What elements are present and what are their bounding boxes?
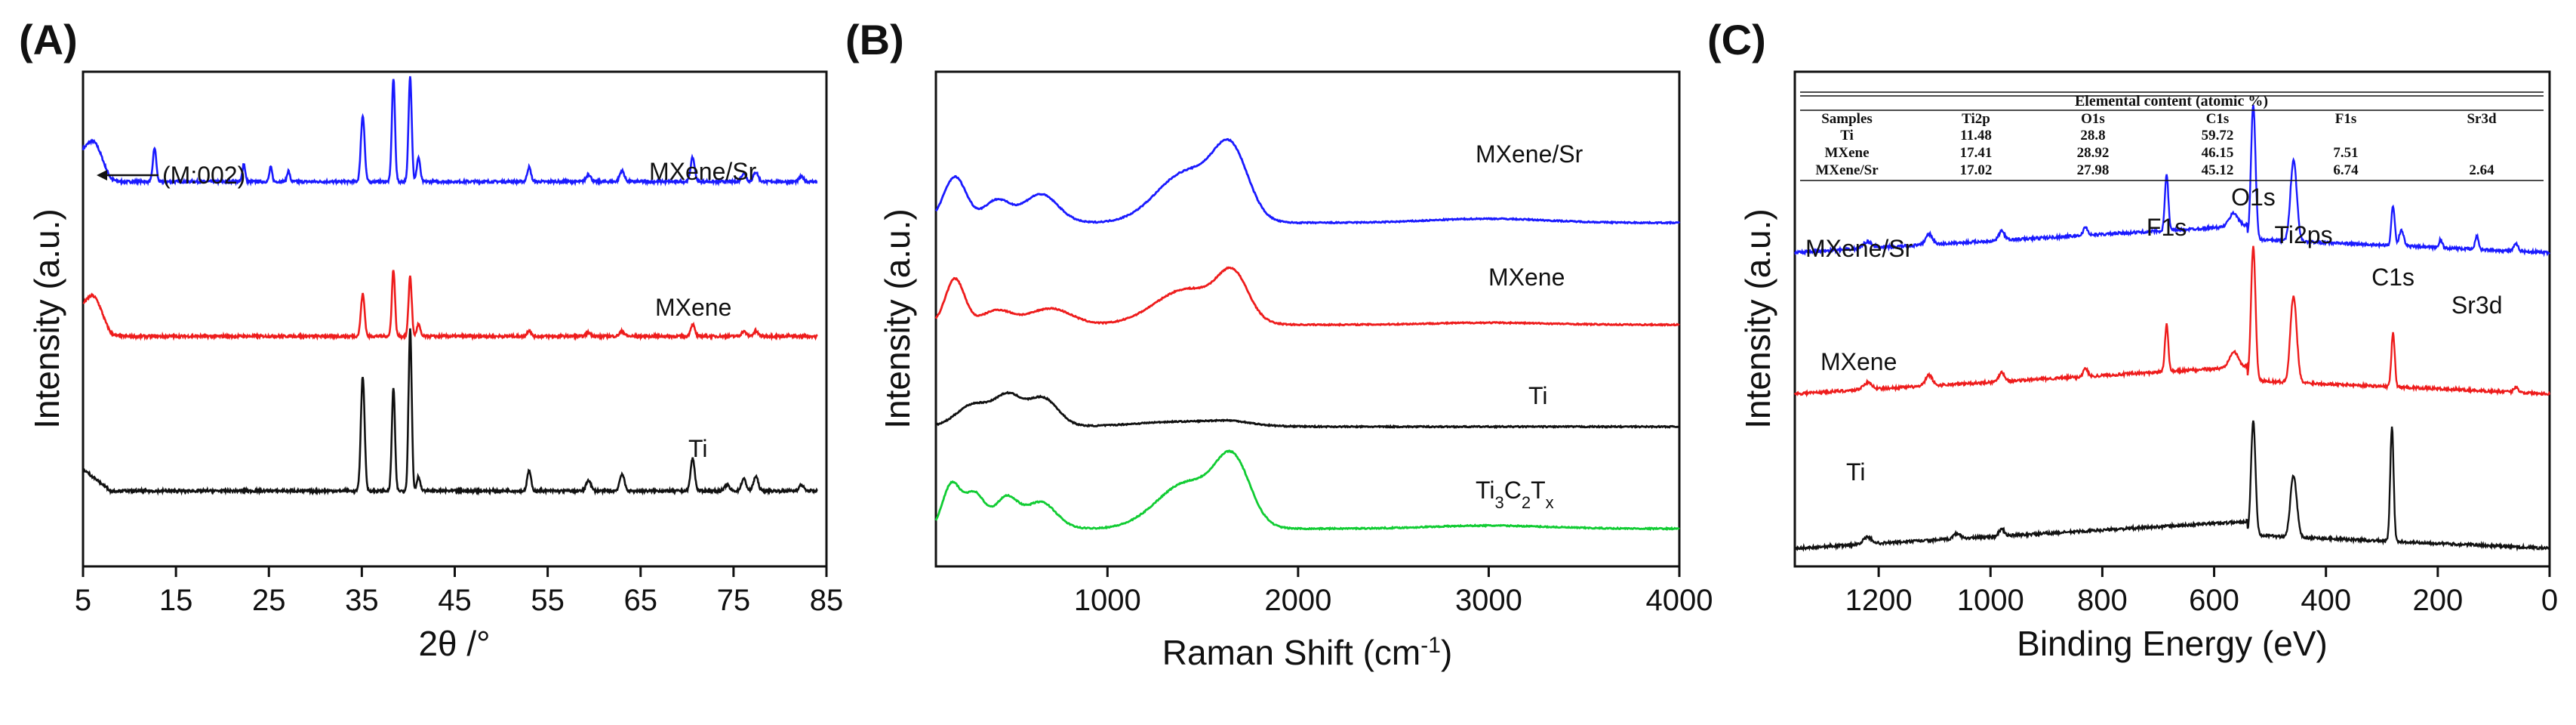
panel-a-line-mxene xyxy=(82,270,818,341)
panel-a-x-axis: 5 15 25 35 45 55 65 75 85 xyxy=(75,566,843,617)
panel-c-tick-label: 0 xyxy=(2541,584,2558,617)
panel-a-xlabel: 2θ /° xyxy=(418,624,490,663)
panel-c-line-mxene-sr xyxy=(1793,104,2550,258)
peak-label-ti2ps: Ti2ps xyxy=(2275,221,2333,248)
panel-b-line-mxene xyxy=(934,266,1680,327)
panel-b-legend-mxene: MXene xyxy=(1488,264,1565,291)
panel-a-legend-mxene-sr: MXene/Sr xyxy=(649,158,757,185)
panel-c-legend-mxene: MXene xyxy=(1820,348,1897,375)
table-header-f1s: F1s xyxy=(2335,111,2357,127)
panel-b-ylabel: Intensity (a.u.) xyxy=(878,208,917,428)
table-title: Elemental content (atomic %) xyxy=(2075,93,2268,110)
panel-b-tick-label: 4000 xyxy=(1646,584,1713,617)
panel-c-frame xyxy=(1793,70,2551,568)
panel-b-line-ti xyxy=(935,390,1680,430)
panel-b-label: (B) xyxy=(845,16,904,63)
table-cell: 45.12 xyxy=(2202,162,2234,178)
elemental-content-table: Elemental content (atomic %) Samples Ti2p… xyxy=(1800,91,2544,181)
table-header-c1s: C1s xyxy=(2206,111,2230,127)
panel-a-tick-label: 15 xyxy=(159,584,193,617)
table-header-ti2p: Ti2p xyxy=(1962,111,1990,127)
m002-annotation: (M:002) xyxy=(162,162,245,189)
panel-a-label: (A) xyxy=(19,16,78,63)
panel-a-tick-label: 35 xyxy=(345,584,379,617)
panel-b-series xyxy=(934,137,1681,532)
table-cell: 11.48 xyxy=(1960,128,1992,143)
table-cell: MXene/Sr xyxy=(1815,162,1879,178)
table-cell: 7.51 xyxy=(2333,145,2358,161)
panel-a-legend-ti: Ti xyxy=(688,435,707,462)
panel-c-legend-mxene-sr: MXene/Sr xyxy=(1805,235,1913,262)
panel-a-tick-label: 25 xyxy=(252,584,286,617)
panel-a-tick-label: 65 xyxy=(624,584,658,617)
panel-b-tick-label: 1000 xyxy=(1074,584,1141,617)
panel-a-tick-label: 55 xyxy=(531,584,565,617)
panel-a-ylabel: Intensity (a.u.) xyxy=(27,208,66,428)
panel-c-tick-label: 1000 xyxy=(1957,584,2024,617)
table-cell: 17.41 xyxy=(1960,145,1993,161)
table-cell: 2.64 xyxy=(2469,162,2494,178)
panel-c-line-ti xyxy=(1793,420,2551,552)
panel-c-series xyxy=(1793,104,2551,552)
panel-b-xlabel: Raman Shift (cm-1) xyxy=(1162,633,1453,673)
table-header-samples: Samples xyxy=(1821,111,1873,127)
panel-b-x-axis: 1000 2000 3000 4000 xyxy=(1074,566,1713,617)
panel-c-xlabel: Binding Energy (eV) xyxy=(2017,624,2328,663)
panel-b-legend-ti: Ti xyxy=(1528,382,1547,409)
panel-a-line-mxene-sr xyxy=(82,76,818,187)
table-header-sr3d: Sr3d xyxy=(2467,111,2497,127)
panel-c-label: (C) xyxy=(1707,16,1766,63)
panel-c-peak-labels: F1s O1s Ti2ps C1s Sr3d xyxy=(2147,184,2503,319)
panel-b-legend-ti3c2tx: Ti3C2Tx xyxy=(1476,477,1554,512)
table-cell: Ti xyxy=(1840,128,1854,143)
table-cell: 46.15 xyxy=(2202,145,2234,161)
table-cell: 28.92 xyxy=(2077,145,2110,161)
table-cell: 27.98 xyxy=(2077,162,2110,178)
panel-b-tick-label: 3000 xyxy=(1455,584,1522,617)
peak-label-sr3d: Sr3d xyxy=(2451,292,2503,319)
panel-c-tick-label: 800 xyxy=(2077,584,2128,617)
peak-label-f1s: F1s xyxy=(2147,214,2187,241)
panel-a-legend-mxene: MXene xyxy=(655,294,731,321)
panel-c-tick-label: 1200 xyxy=(1845,584,1913,617)
panel-a-xrd: (A) 5 15 25 35 45 55 65 75 85 2θ /° Intensity (a… xyxy=(19,16,843,663)
table-cell: 59.72 xyxy=(2202,128,2234,143)
m002-arrow-head-icon xyxy=(97,170,107,180)
peak-label-o1s: O1s xyxy=(2231,184,2276,211)
panel-a-tick-label: 75 xyxy=(717,584,751,617)
panel-c-ylabel: Intensity (a.u.) xyxy=(1738,208,1777,428)
panel-a-tick-label: 5 xyxy=(75,584,91,617)
table-cells: Samples Ti2p O1s C1s F1s Sr3d Ti 11.48 28.8 59.72… xyxy=(1815,111,2497,178)
panel-c-tick-label: 400 xyxy=(2301,584,2351,617)
panel-b-raman: (B) 1000 2000 3000 4000 Raman Shift (cm-1) … xyxy=(845,16,1713,672)
panel-b-tick-label: 2000 xyxy=(1264,584,1331,617)
panel-a-series xyxy=(82,76,818,496)
panel-c-line-mxene xyxy=(1793,245,2551,398)
panel-b-legend-mxene-sr: MXene/Sr xyxy=(1476,140,1583,168)
panel-c-xps: (C) 1200 1000 800 600 400 200 0 Binding Energy… xyxy=(1707,16,2558,663)
table-cell: 28.8 xyxy=(2080,128,2105,143)
panel-c-tick-label: 600 xyxy=(2189,584,2239,617)
panel-b-frame xyxy=(934,70,1681,568)
table-cell: MXene xyxy=(1824,145,1869,161)
panel-b-line-mxene-sr xyxy=(934,137,1681,226)
panel-c-legend-ti: Ti xyxy=(1846,458,1865,486)
panel-c-x-axis: 1200 1000 800 600 400 200 0 xyxy=(1845,566,2558,617)
panel-c-tick-label: 200 xyxy=(2412,584,2463,617)
panel-a-tick-label: 85 xyxy=(810,584,844,617)
table-cell: 17.02 xyxy=(1960,162,1993,178)
panel-a-line-ti xyxy=(82,328,818,496)
table-header-o1s: O1s xyxy=(2081,111,2105,127)
table-cell: 6.74 xyxy=(2333,162,2359,178)
peak-label-c1s: C1s xyxy=(2371,264,2414,291)
panel-b-line-ti3c2tx xyxy=(934,449,1680,532)
panel-a-tick-label: 45 xyxy=(438,584,472,617)
